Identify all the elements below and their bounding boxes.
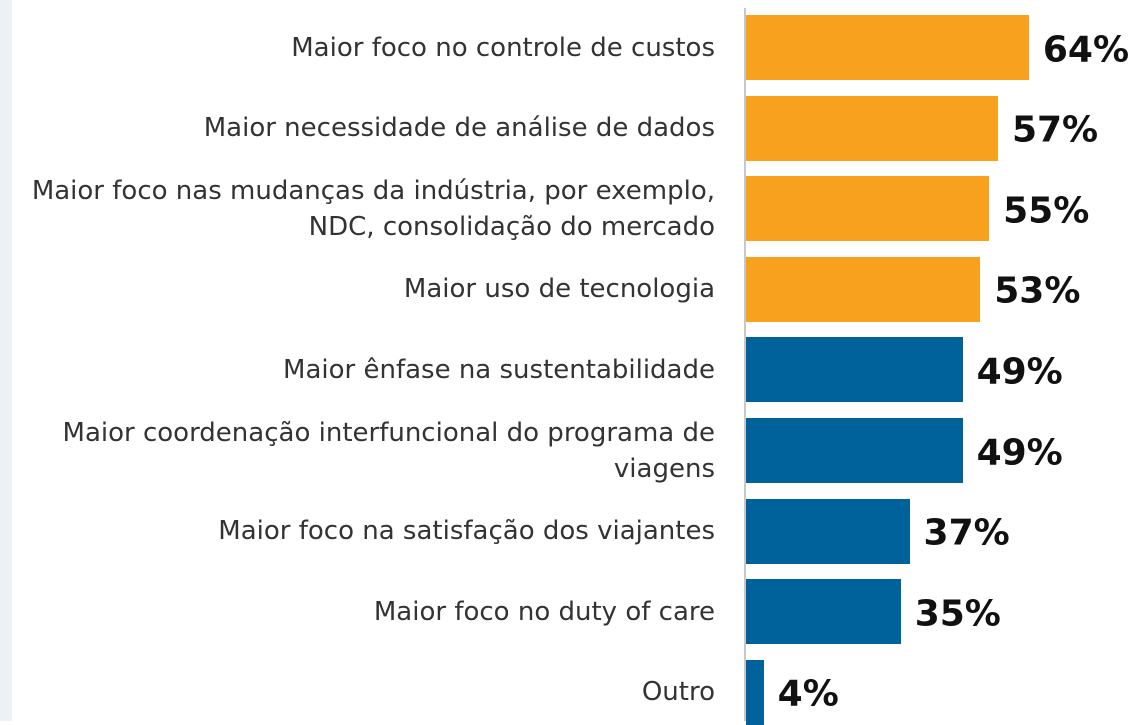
value-label: 49% [976, 432, 1063, 473]
bar [746, 579, 901, 645]
category-label: Maior foco no controle de custos [291, 32, 715, 63]
category-label: Maior coordenação interfuncional do prog… [62, 417, 715, 484]
value-label: 57% [1011, 109, 1099, 151]
category-label: Maior foco no duty of care [373, 596, 715, 627]
value-label: 37% [923, 512, 1010, 554]
value-label: 64% [1042, 29, 1130, 70]
value-label: 49% [976, 351, 1063, 393]
value-label: 4% [777, 673, 839, 715]
bar [746, 176, 990, 242]
category-label: Maior foco nas mudanças da indústria, po… [31, 175, 715, 242]
value-label: 55% [1003, 190, 1090, 232]
bar [746, 659, 764, 725]
value-label: 53% [994, 270, 1081, 312]
category-label: Maior ênfase na sustentabilidade [283, 354, 715, 385]
bar [746, 95, 998, 161]
side-strip [0, 0, 12, 721]
bar [746, 15, 1029, 80]
category-label: Outro [641, 677, 715, 708]
bar [746, 498, 910, 564]
bar [746, 418, 963, 483]
value-label: 35% [914, 593, 1001, 635]
bar [746, 337, 963, 403]
axis-line [744, 8, 746, 721]
bar [746, 256, 981, 322]
category-label: Maior foco na satisfação dos viajantes [218, 516, 715, 547]
category-label: Maior uso de tecnologia [403, 274, 715, 305]
category-label: Maior necessidade de análise de dados [203, 113, 715, 144]
